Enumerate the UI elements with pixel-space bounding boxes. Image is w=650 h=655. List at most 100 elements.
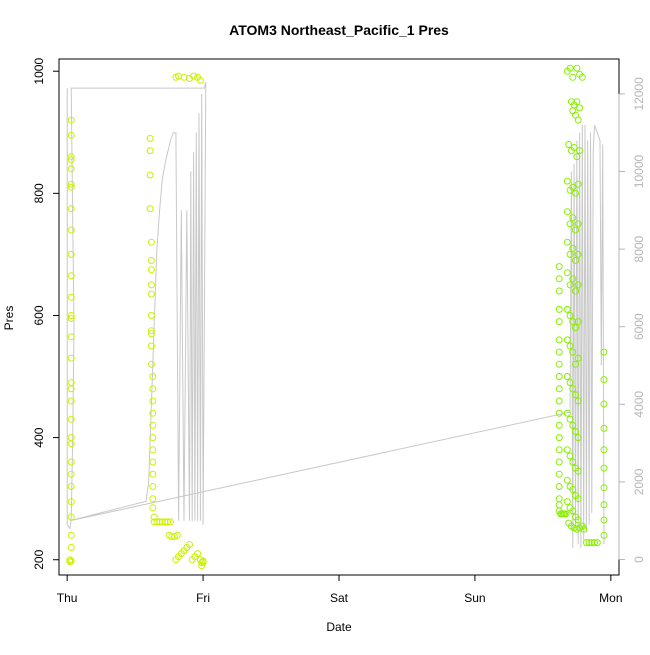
data-point-series-2	[563, 208, 571, 216]
y-right-tick-label: 12000	[632, 77, 646, 111]
data-point-series-2	[600, 464, 608, 472]
data-point-series-1	[149, 483, 157, 490]
data-point-series-1	[67, 293, 75, 301]
y-axis-label: Pres	[2, 306, 16, 331]
data-point-series-2	[566, 452, 574, 460]
axes-layer: Thu Fri Sat Sun Mon2004006008001000020004000…	[32, 58, 646, 605]
x-tick-label: Sun	[464, 591, 485, 605]
data-point-series-2	[574, 354, 582, 362]
y-right-tick-label: 2000	[632, 468, 646, 495]
y-left-tick-label: 800	[32, 183, 46, 203]
depth-line	[66, 82, 605, 548]
data-point-series-2	[570, 144, 578, 151]
data-point-series-1	[67, 272, 75, 280]
data-point-series-2	[563, 305, 571, 313]
data-point-series-1	[146, 147, 154, 155]
data-point-series-2	[600, 531, 608, 539]
data-point-series-2	[593, 539, 601, 547]
data-point-series-1	[147, 327, 155, 335]
data-point-series-2	[566, 342, 574, 350]
data-point-series-1	[149, 385, 157, 393]
data-point-series-2	[569, 244, 577, 252]
data-point-series-1	[146, 134, 154, 142]
data-point-series-2	[572, 287, 579, 295]
data-point-series-2	[574, 397, 582, 405]
data-point-series-1	[147, 330, 155, 338]
data-point-series-1	[67, 531, 75, 539]
y-left-tick-label: 1000	[32, 58, 46, 85]
data-point-series-1	[67, 153, 75, 161]
data-point-series-2	[569, 73, 577, 81]
data-point-series-1	[67, 116, 75, 124]
y-right-tick-label: 8000	[632, 235, 646, 262]
data-point-series-1	[149, 495, 157, 503]
data-point-series-2	[566, 281, 574, 289]
data-point-series-1	[198, 562, 206, 570]
data-point-series-2	[555, 318, 563, 326]
data-point-series-2	[572, 360, 579, 368]
data-point-series-2	[600, 348, 608, 356]
data-point-series-2	[555, 470, 563, 478]
data-point-series-2	[555, 434, 563, 442]
data-point-series-2	[569, 486, 577, 493]
y-right-tick-label: 0	[632, 556, 646, 563]
data-point-series-2	[562, 510, 570, 518]
data-point-series-2	[572, 324, 579, 332]
data-point-series-2	[555, 348, 563, 356]
data-point-series-1	[67, 131, 75, 139]
data-point-series-1	[147, 312, 155, 319]
data-point-series-2	[555, 409, 563, 417]
data-point-series-2	[574, 250, 582, 258]
data-point-series-2	[569, 275, 577, 283]
data-point-series-2	[572, 226, 579, 234]
data-point-series-1	[67, 483, 75, 490]
data-point-series-2	[563, 336, 571, 344]
data-point-series-2	[569, 183, 577, 191]
data-point-series-2	[569, 421, 577, 429]
data-point-series-2	[569, 214, 577, 222]
data-point-series-2	[566, 250, 574, 258]
data-point-series-2	[555, 360, 563, 368]
data-point-series-1	[149, 409, 157, 417]
data-point-series-1	[149, 504, 157, 512]
data-point-series-2	[582, 539, 590, 547]
data-point-series-2	[600, 376, 608, 384]
data-point-series-2	[566, 64, 574, 72]
data-point-series-2	[555, 397, 563, 405]
data-point-series-2	[572, 391, 579, 399]
data-point-series-2	[563, 177, 571, 185]
data-point-series-1	[158, 518, 166, 526]
data-point-series-2	[555, 373, 563, 380]
data-point-series-1	[67, 434, 75, 442]
data-point-series-2	[572, 428, 579, 435]
chart-title: ATOM3 Northeast_Pacific_1 Pres	[229, 22, 449, 38]
data-point-series-1	[147, 281, 155, 289]
data-point-series-2	[573, 153, 581, 161]
data-point-series-2	[565, 141, 573, 148]
data-point-series-1	[67, 165, 75, 173]
data-point-series-2	[563, 446, 571, 454]
data-point-series-2	[563, 409, 571, 417]
data-point-series-2	[566, 415, 574, 423]
data-point-series-2	[574, 516, 582, 524]
data-point-series-1	[147, 290, 155, 298]
data-point-series-2	[569, 507, 577, 515]
data-point-series-1	[147, 342, 155, 350]
data-point-series-2	[574, 495, 582, 503]
y-right-tick-label: 10000	[632, 155, 646, 189]
data-point-series-2	[600, 484, 608, 492]
data-point-series-1	[147, 238, 155, 246]
data-point-series-1	[164, 518, 172, 526]
data-point-series-2	[569, 385, 577, 393]
data-point-series-1	[186, 541, 193, 548]
x-tick-label: Sat	[330, 591, 349, 605]
data-point-series-2	[555, 305, 563, 313]
data-point-series-1	[194, 550, 202, 558]
data-point-series-1	[67, 397, 75, 405]
data-point-series-1	[67, 458, 75, 466]
data-point-series-2	[574, 116, 582, 124]
data-point-series-2	[563, 238, 571, 246]
data-point-series-1	[67, 544, 75, 551]
data-point-series-1	[146, 205, 154, 213]
